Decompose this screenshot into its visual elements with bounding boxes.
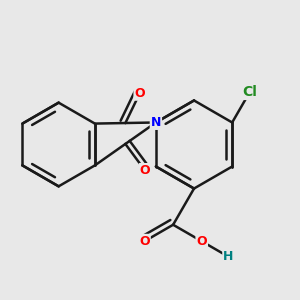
- Text: Cl: Cl: [242, 85, 257, 99]
- Text: O: O: [134, 87, 145, 100]
- Text: O: O: [196, 235, 207, 248]
- Text: O: O: [139, 235, 150, 248]
- Text: N: N: [151, 116, 161, 129]
- Text: O: O: [140, 164, 150, 177]
- Text: H: H: [223, 250, 234, 263]
